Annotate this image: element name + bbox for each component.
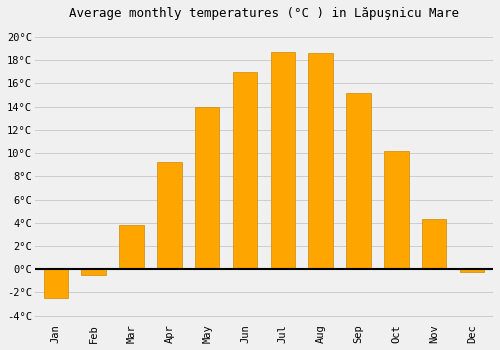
Bar (195, 107, 220, 269)
Bar (422, 219, 446, 269)
Bar (232, 72, 258, 269)
Bar (346, 93, 371, 269)
Bar (308, 53, 333, 269)
Title: Average monthly temperatures (°C ) in Lăpuşnicu Mare: Average monthly temperatures (°C ) in Lă… (69, 7, 459, 20)
Bar (384, 151, 408, 269)
Bar (119, 225, 144, 269)
Bar (270, 52, 295, 269)
Bar (44, 269, 68, 298)
Bar (82, 269, 106, 275)
Bar (460, 269, 484, 272)
Bar (157, 162, 182, 269)
